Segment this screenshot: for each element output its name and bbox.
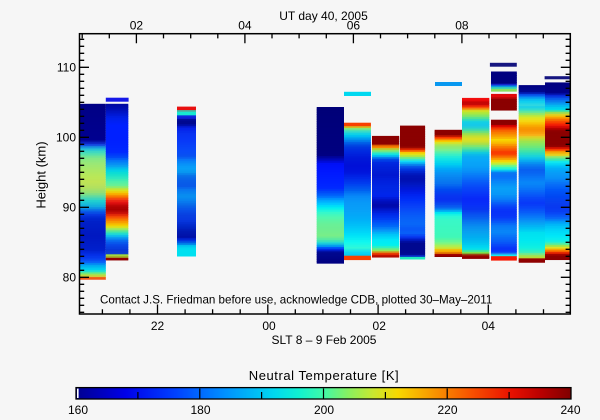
svg-text:80: 80 — [63, 271, 77, 285]
svg-text:SLT 8 – 9 Feb 2005: SLT 8 – 9 Feb 2005 — [272, 333, 377, 347]
svg-text:220: 220 — [437, 403, 457, 417]
svg-text:90: 90 — [63, 201, 77, 215]
svg-text:00: 00 — [262, 319, 276, 333]
svg-text:Height (km): Height (km) — [33, 141, 48, 208]
svg-text:02: 02 — [373, 319, 387, 333]
svg-text:UT day 40, 2005: UT day 40, 2005 — [279, 9, 368, 23]
svg-text:04: 04 — [238, 19, 252, 33]
svg-text:160: 160 — [68, 403, 88, 417]
svg-text:04: 04 — [482, 319, 496, 333]
svg-text:06: 06 — [347, 19, 361, 33]
svg-text:110: 110 — [57, 61, 76, 75]
svg-text:08: 08 — [455, 19, 469, 33]
svg-text:100: 100 — [56, 131, 76, 145]
svg-text:22: 22 — [151, 319, 165, 333]
svg-text:Contact J.S. Friedman before u: Contact J.S. Friedman before use, acknow… — [100, 293, 492, 306]
svg-text:180: 180 — [190, 403, 210, 417]
svg-text:240: 240 — [560, 403, 580, 417]
svg-text:200: 200 — [314, 403, 334, 417]
svg-text:Neutral Temperature [K]: Neutral Temperature [K] — [249, 368, 399, 383]
svg-text:02: 02 — [130, 19, 144, 33]
